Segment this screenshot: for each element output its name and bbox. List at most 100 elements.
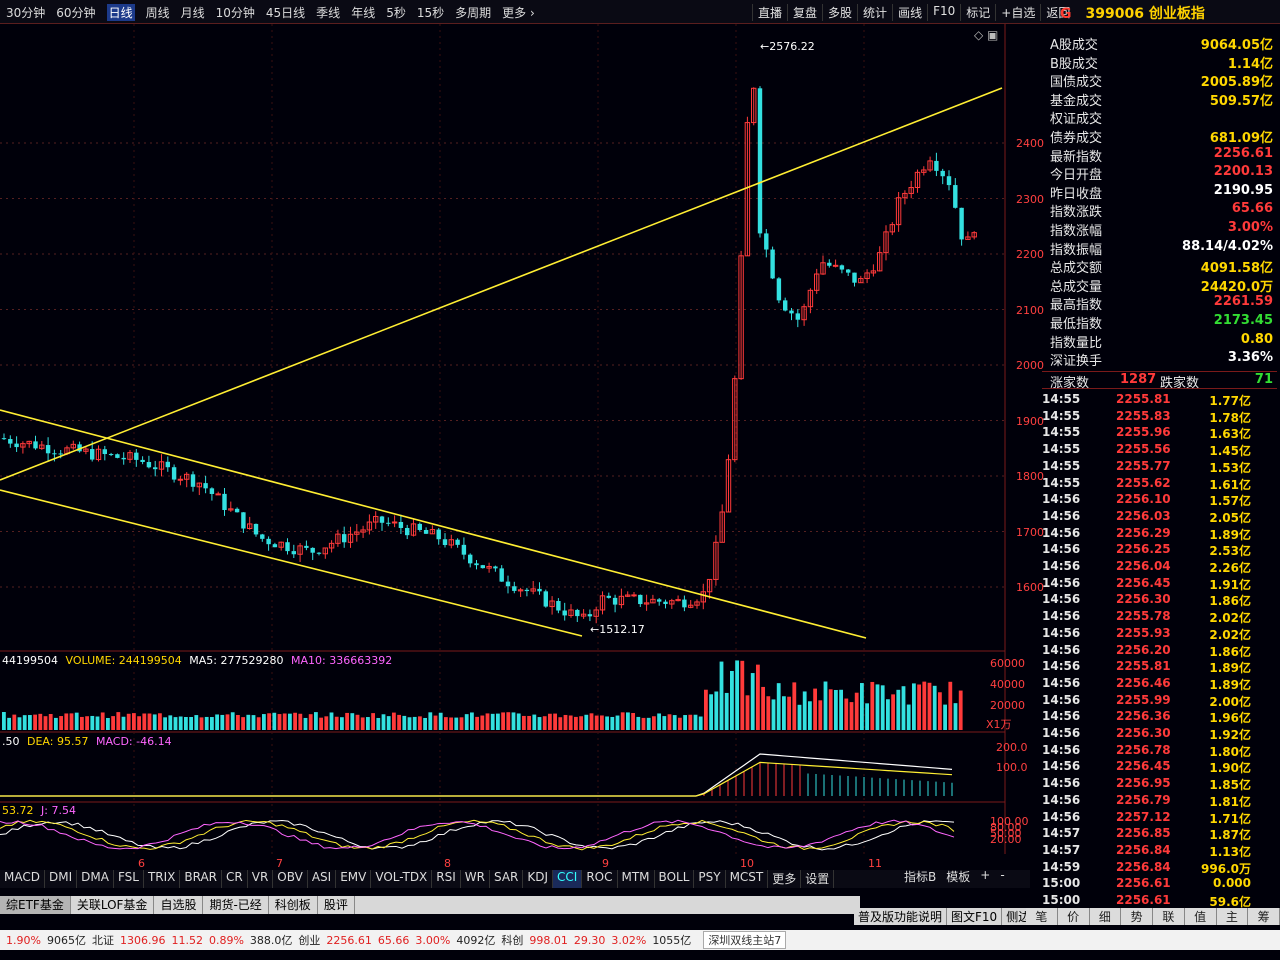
tool-button-4[interactable]: 画线 xyxy=(892,4,927,21)
period-5[interactable]: 10分钟 xyxy=(215,6,255,20)
panel-tab-3[interactable]: 势 xyxy=(1121,908,1153,925)
tick-price: 2256.61 xyxy=(1116,876,1171,891)
tick-price: 2255.62 xyxy=(1116,475,1171,490)
period-2[interactable]: 日线 xyxy=(106,4,135,21)
panel-tab-7[interactable]: 筹 xyxy=(1248,908,1280,925)
period-10[interactable]: 15秒 xyxy=(416,6,445,20)
bottom-right-tab-0[interactable]: 普及版功能说明 xyxy=(854,908,948,925)
panel-tab-4[interactable]: 联 xyxy=(1153,908,1185,925)
stat-row: 基金成交 509.57亿 xyxy=(1042,90,1277,109)
volume-bar xyxy=(516,713,521,730)
bottom-tab-0[interactable]: 综ETF基金 xyxy=(0,896,71,914)
tool-button-7[interactable]: +自选 xyxy=(995,4,1040,21)
indicator-tab-macd[interactable]: MACD xyxy=(0,870,45,888)
indicator-option-3[interactable]: - xyxy=(1000,868,1005,882)
volume-bar xyxy=(490,713,495,730)
indicator-tab-dmi[interactable]: DMI xyxy=(45,870,78,888)
volume-bar xyxy=(236,714,240,730)
bottom-tab-5[interactable]: 股评 xyxy=(318,896,355,914)
indicator-option-0[interactable]: 指标B xyxy=(904,870,937,884)
tool-button-0[interactable]: 直播 xyxy=(752,4,787,21)
bottom-tab-1[interactable]: 关联LOF基金 xyxy=(71,896,155,914)
tool-button-6[interactable]: 标记 xyxy=(960,4,995,21)
period-12[interactable]: 更多 › xyxy=(502,6,535,20)
indicator-tab-asi[interactable]: ASI xyxy=(308,870,337,888)
indicator-tab-wr[interactable]: WR xyxy=(461,870,490,888)
indicator-tab-emv[interactable]: EMV xyxy=(336,870,372,888)
indicator-option-1[interactable]: 模板 xyxy=(946,870,971,884)
volume-bar xyxy=(111,716,115,730)
panel-tab-1[interactable]: 价 xyxy=(1058,908,1090,925)
period-9[interactable]: 5秒 xyxy=(386,6,406,20)
volume-bar xyxy=(906,704,911,730)
volume-bar xyxy=(854,692,859,730)
bottom-tab-3[interactable]: 期货-已经 xyxy=(203,896,269,914)
candle-body xyxy=(45,445,51,454)
macd-dea: DEA: 95.57 xyxy=(27,735,89,748)
panel-tab-6[interactable]: 主 xyxy=(1217,908,1249,925)
kdjaxis-label: 20.00 xyxy=(990,833,1022,846)
bottom-tab-2[interactable]: 自选股 xyxy=(154,896,204,914)
tool-button-5[interactable]: F10 xyxy=(927,4,960,21)
indicator-tab-rsi[interactable]: RSI xyxy=(432,870,461,888)
candle-body xyxy=(751,87,757,124)
stat-label: 今日开盘 xyxy=(1050,168,1103,184)
indicator-tab-vr[interactable]: VR xyxy=(248,870,274,888)
panel-tab-2[interactable]: 细 xyxy=(1090,908,1122,925)
status-bz-pct: 0.89% xyxy=(208,933,244,947)
tick-volume: 1.71亿 xyxy=(1209,811,1251,826)
candle-body xyxy=(725,459,732,513)
indicator-tab-mcst[interactable]: MCST xyxy=(726,870,769,888)
tick-row: 14:56 2256.10 1.57亿 xyxy=(1042,492,1277,509)
period-8[interactable]: 年线 xyxy=(351,6,376,20)
period-6[interactable]: 45日线 xyxy=(265,6,306,20)
kline-chart[interactable] xyxy=(0,24,1040,854)
period-3[interactable]: 周线 xyxy=(145,6,170,20)
volume-bar xyxy=(917,684,921,730)
period-0[interactable]: 30分钟 xyxy=(6,6,46,20)
tick-time: 14:56 xyxy=(1042,742,1081,757)
indicator-tab-dma[interactable]: DMA xyxy=(77,870,114,888)
tick-time: 14:56 xyxy=(1042,525,1081,540)
tool-button-8[interactable]: 返回 xyxy=(1040,4,1075,21)
indicator-tab-kdj[interactable]: KDJ xyxy=(523,870,554,888)
volume-bar xyxy=(714,691,719,730)
volume-bar xyxy=(246,714,251,730)
candle-body xyxy=(222,493,227,511)
tool-button-2[interactable]: 多股 xyxy=(822,4,857,21)
tick-row: 14:56 2256.78 1.80亿 xyxy=(1042,743,1277,760)
status-news[interactable]: 深圳双线主站7 xyxy=(703,931,787,949)
panel-tab-5[interactable]: 值 xyxy=(1185,908,1217,925)
bottom-right-tab-1[interactable]: 图文F10 xyxy=(947,908,1003,925)
indicator-tab-cci[interactable]: CCI xyxy=(553,870,583,888)
indicator-tab-更多[interactable]: 更多 xyxy=(768,870,802,888)
indicator-tab-fsl[interactable]: FSL xyxy=(114,870,144,888)
indicator-tab-设置[interactable]: 设置 xyxy=(801,870,835,888)
period-11[interactable]: 多周期 xyxy=(455,6,492,20)
indicator-tab-obv[interactable]: OBV xyxy=(273,870,308,888)
indicator-option-2[interactable]: + xyxy=(980,868,991,882)
tick-row: 14:56 2256.79 1.81亿 xyxy=(1042,793,1277,810)
tick-price: 2256.30 xyxy=(1116,592,1171,607)
indicator-tab-sar[interactable]: SAR xyxy=(490,870,524,888)
indicator-tab-vol-tdx[interactable]: VOL-TDX xyxy=(371,870,433,888)
panel-tab-0[interactable]: 笔 xyxy=(1026,908,1058,925)
volume-bar xyxy=(475,716,479,730)
tool-button-3[interactable]: 统计 xyxy=(857,4,892,21)
indicator-tab-roc[interactable]: ROC xyxy=(582,870,618,888)
diamond-icon[interactable]: ◇ ▣ xyxy=(974,28,999,42)
indicator-tab-psy[interactable]: PSY xyxy=(694,870,726,888)
bottom-tab-4[interactable]: 科创板 xyxy=(269,896,318,914)
indicator-tab-trix[interactable]: TRIX xyxy=(144,870,181,888)
indicator-tab-brar[interactable]: BRAR xyxy=(180,870,223,888)
dateaxis-label: 10 xyxy=(740,857,754,870)
tool-button-1[interactable]: 复盘 xyxy=(787,4,822,21)
indicator-tab-boll[interactable]: BOLL xyxy=(655,870,695,888)
indicator-tab-mtm[interactable]: MTM xyxy=(618,870,655,888)
period-7[interactable]: 季线 xyxy=(316,6,341,20)
down-count-label: 跌家数 xyxy=(1160,375,1200,391)
indicator-tab-cr[interactable]: CR xyxy=(222,870,248,888)
up-count: 1287 xyxy=(1120,371,1157,387)
period-1[interactable]: 60分钟 xyxy=(56,6,96,20)
period-4[interactable]: 月线 xyxy=(180,6,205,20)
